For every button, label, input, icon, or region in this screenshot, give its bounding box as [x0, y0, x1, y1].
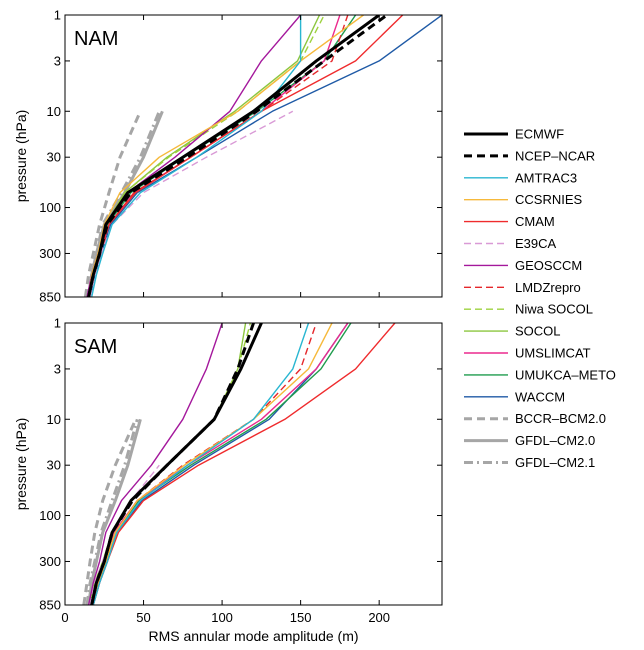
- x-axis-title: RMS annular mode amplitude (m): [148, 628, 358, 644]
- legend-item-ecmwf: ECMWF: [464, 127, 564, 142]
- series-line-ecmwf: [87, 15, 381, 297]
- series-line-gfdl-cm2-1: [85, 418, 139, 605]
- x-tick-label: 50: [136, 610, 150, 625]
- legend-label: CMAM: [515, 214, 555, 229]
- legend-item-gfdl-cm2-0: GFDL–CM2.0: [464, 433, 595, 448]
- legend-label: WACCM: [515, 389, 565, 404]
- legend-item-bccr-bcm2-0: BCCR–BCM2.0: [464, 411, 606, 426]
- series-line-ecmwf: [90, 323, 263, 605]
- legend-label: SOCOL: [515, 324, 561, 339]
- legend-item-socol: SOCOL: [464, 324, 561, 339]
- legend-item-amtrac3: AMTRAC3: [464, 170, 577, 185]
- legend-item-umukca-meto: UMUKCA–METO: [464, 367, 616, 382]
- series-line-amtrac3: [92, 323, 310, 605]
- legend-label: Niwa SOCOL: [515, 302, 593, 317]
- y-tick-label: 850: [39, 290, 61, 305]
- nam-panel: 1 3 10 30 100 300 850 NAM pressure (hPa): [13, 8, 443, 305]
- y-tick-label: 1: [54, 316, 61, 331]
- legend-label: GFDL–CM2.1: [515, 455, 595, 470]
- series-line-socol: [87, 15, 321, 297]
- series-line-ccsrnies: [87, 15, 364, 297]
- legend-label: CCSRNIES: [515, 192, 583, 207]
- legend-item-gfdl-cm2-1: GFDL–CM2.1: [464, 455, 595, 470]
- legend-item-ncep-ncar: NCEP–NCAR: [464, 148, 595, 163]
- legend-label: GEOSCCM: [515, 258, 582, 273]
- legend-item-lmdzrepro: LMDZrepro: [464, 280, 581, 295]
- series-group: [82, 323, 396, 605]
- series-line-cmam: [87, 15, 404, 297]
- x-tick-label: 200: [368, 610, 390, 625]
- y-tick-label: 100: [39, 200, 61, 215]
- panel-label: NAM: [74, 28, 118, 50]
- y-axis-title: pressure (hPa): [13, 418, 29, 511]
- x-tick-label: 0: [61, 610, 68, 625]
- y-tick-label: 300: [39, 554, 61, 569]
- x-tick-label: 100: [211, 610, 233, 625]
- legend-label: AMTRAC3: [515, 170, 577, 185]
- series-line-bccr-bcm2-0: [82, 418, 138, 605]
- legend-label: NCEP–NCAR: [515, 148, 595, 163]
- series-line-ncep-ncar: [87, 15, 388, 297]
- series-line-gfdl-cm2-0: [87, 418, 142, 605]
- panel-label: SAM: [74, 336, 117, 358]
- y-axis-title: pressure (hPa): [13, 110, 29, 203]
- series-line-umukca-meto: [91, 323, 352, 605]
- legend-label: UMSLIMCAT: [515, 346, 591, 361]
- x-tick-label: 150: [290, 610, 312, 625]
- series-line-amtrac3: [91, 15, 302, 297]
- legend-label: E39CA: [515, 236, 557, 251]
- y-tick-label: 300: [39, 246, 61, 261]
- legend-label: ECMWF: [515, 127, 564, 142]
- series-line-bccr-bcm2-0: [83, 110, 142, 297]
- y-tick-label: 10: [47, 412, 61, 427]
- legend-label: LMDZrepro: [515, 280, 581, 295]
- legend-item-e39ca: E39CA: [464, 236, 557, 251]
- y-tick-label: 30: [47, 458, 61, 473]
- y-tick-label: 10: [47, 104, 61, 119]
- plot-frame: [64, 322, 443, 606]
- y-tick-label: 850: [39, 598, 61, 613]
- legend: ECMWF NCEP–NCAR AMTRAC3 CCSRNIES CMAM E39CA GE…: [464, 127, 616, 470]
- legend-label: BCCR–BCM2.0: [515, 411, 606, 426]
- legend-item-waccm: WACCM: [464, 389, 565, 404]
- series-line-niwa-socol: [87, 15, 325, 297]
- legend-item-umslimcat: UMSLIMCAT: [464, 346, 591, 361]
- series-line-gfdl-cm2-1: [87, 110, 161, 297]
- plot-frame: [64, 14, 443, 298]
- y-tick-label: 1: [54, 8, 61, 23]
- legend-item-cmam: CMAM: [464, 214, 555, 229]
- y-tick-label: 3: [54, 361, 61, 376]
- legend-item-niwa-socol: Niwa SOCOL: [464, 302, 593, 317]
- series-line-lmdzrepro: [87, 15, 349, 297]
- legend-label: UMUKCA–METO: [515, 367, 616, 382]
- y-tick-label: 100: [39, 508, 61, 523]
- series-line-umukca-meto: [87, 15, 357, 297]
- y-tick-label: 30: [47, 150, 61, 165]
- series-line-geosccm: [87, 323, 223, 605]
- legend-label: GFDL–CM2.0: [515, 433, 595, 448]
- y-tick-label: 3: [54, 53, 61, 68]
- series-group: [83, 15, 442, 297]
- legend-item-ccsrnies: CCSRNIES: [464, 192, 583, 207]
- legend-item-geosccm: GEOSCCM: [464, 258, 582, 273]
